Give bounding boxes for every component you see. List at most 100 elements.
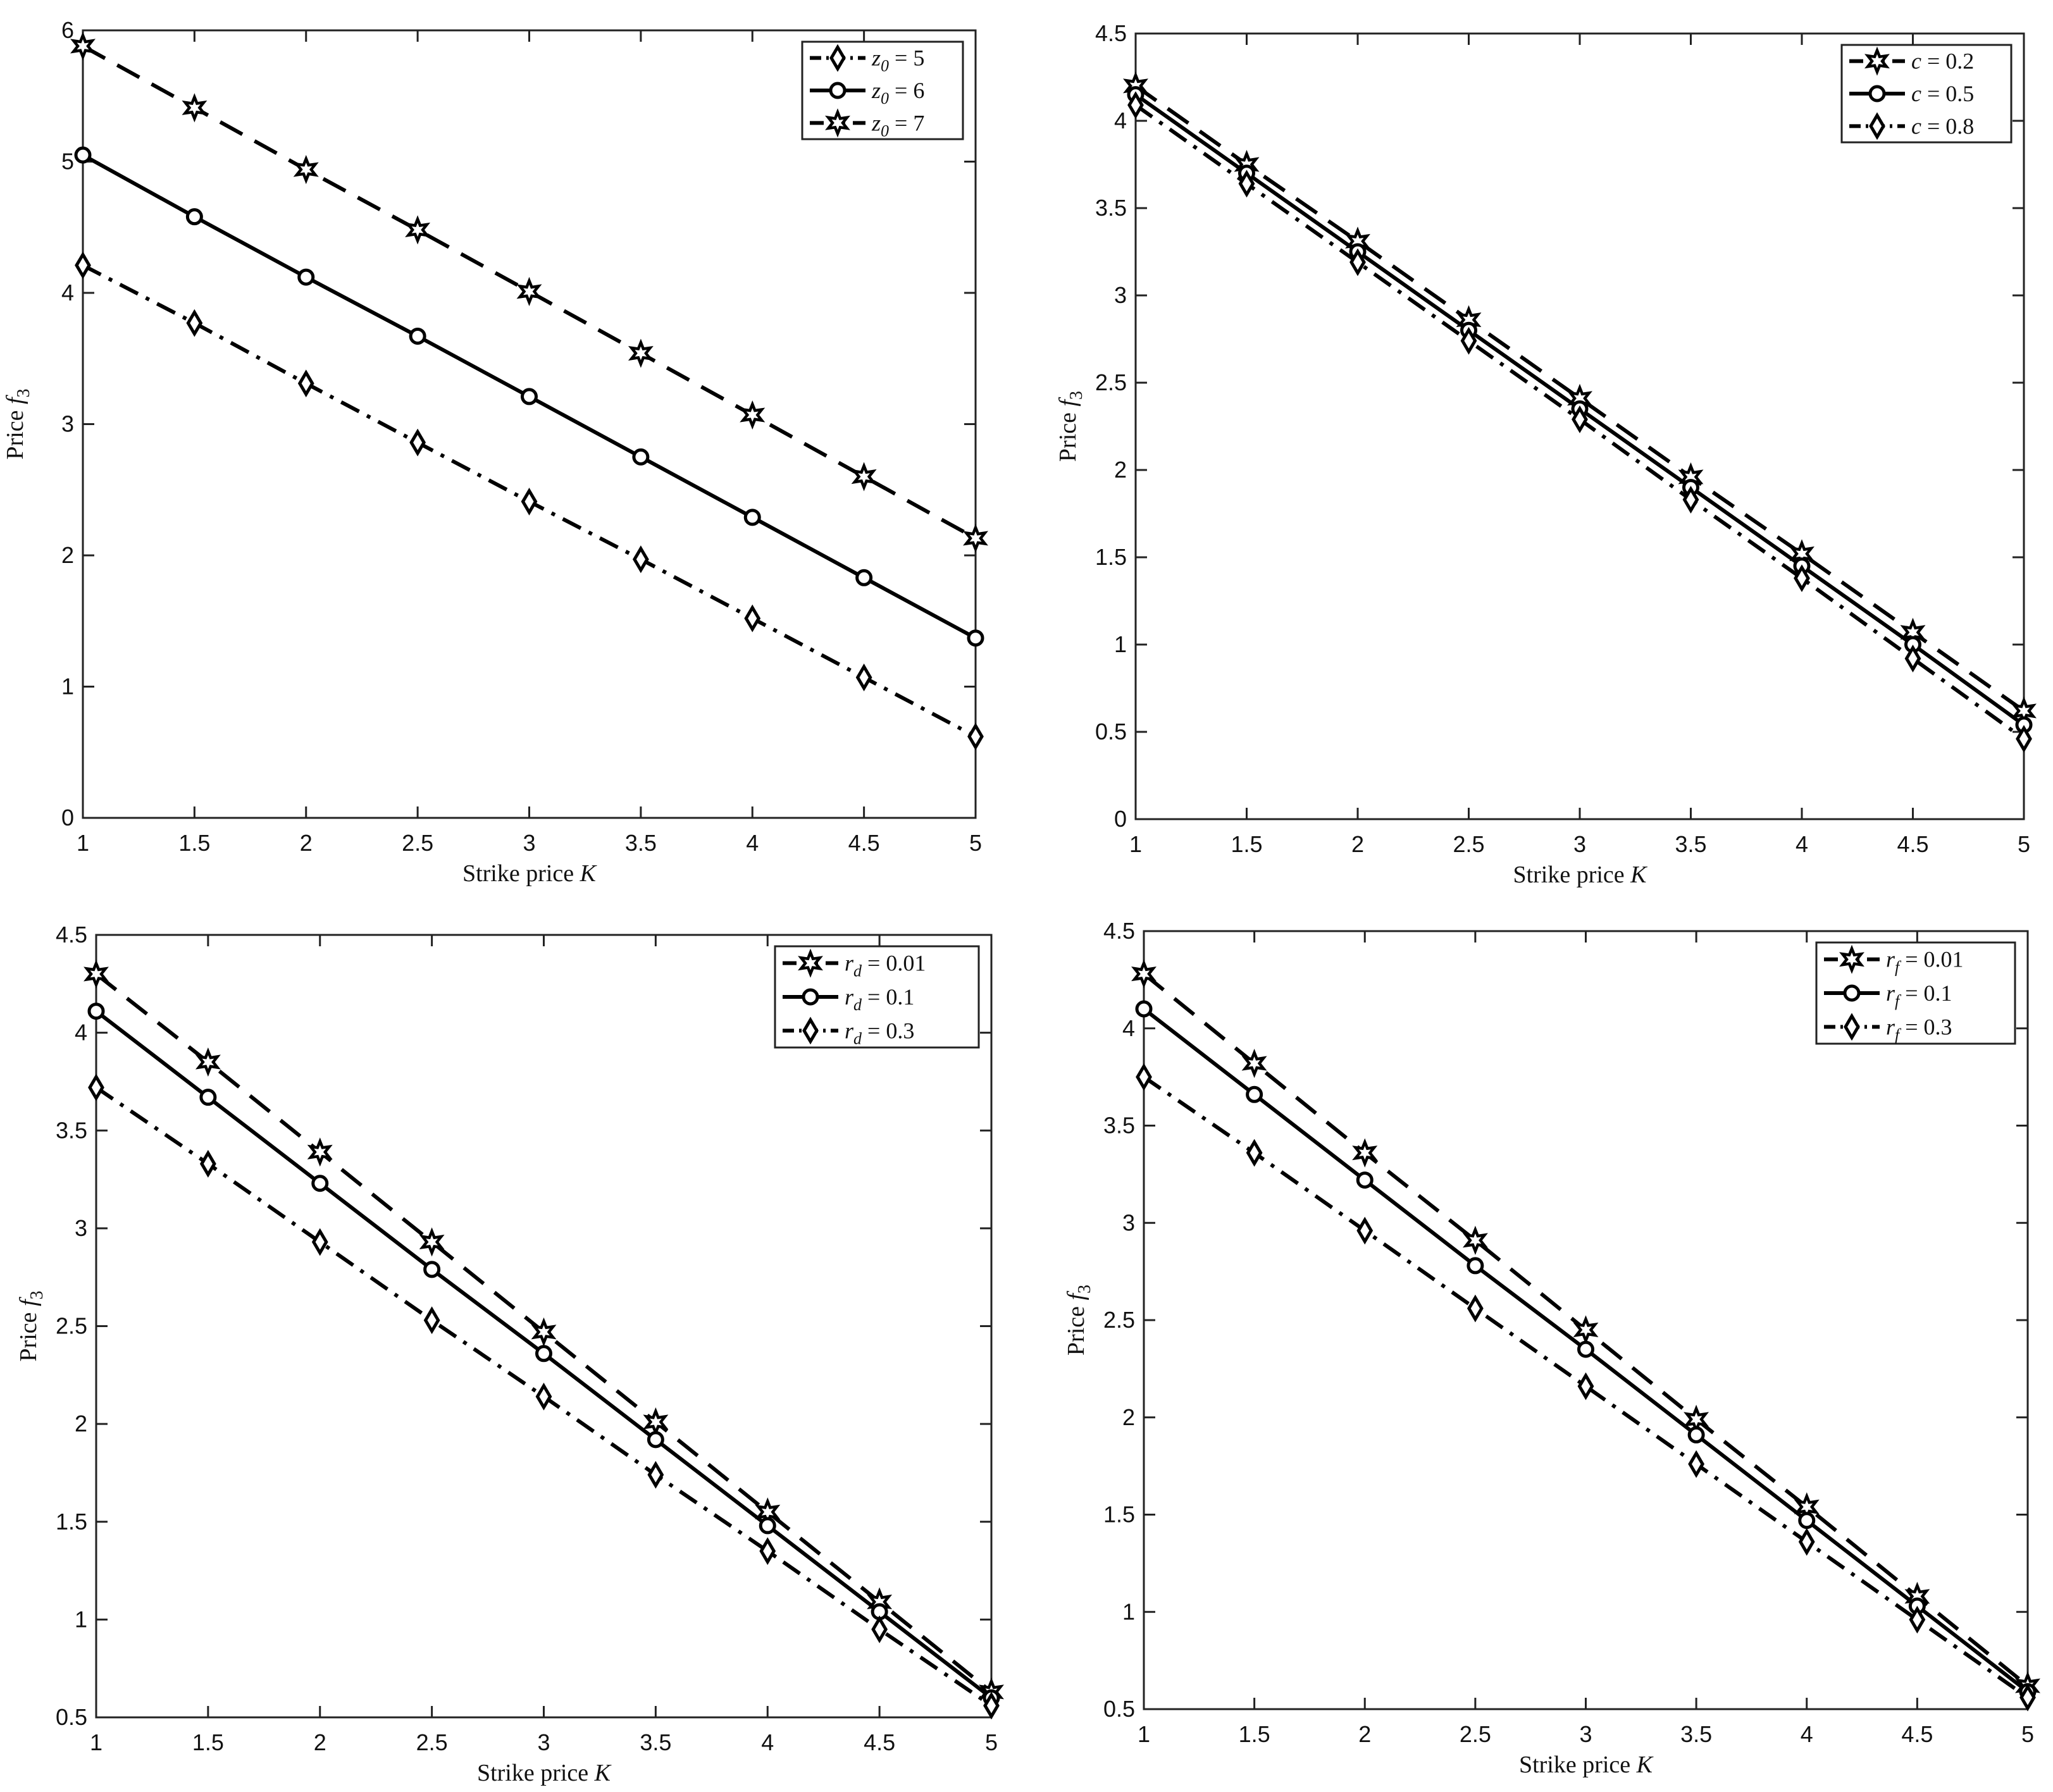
data-point bbox=[199, 1089, 217, 1106]
y-tick-label: 4 bbox=[1122, 1015, 1135, 1041]
x-tick-label: 3.5 bbox=[1675, 831, 1706, 857]
data-point bbox=[195, 1047, 221, 1077]
y-tick-label: 5 bbox=[61, 149, 74, 175]
series-3 bbox=[88, 1073, 1000, 1720]
x-tick-label: 3.5 bbox=[640, 1729, 671, 1755]
data-point bbox=[311, 1175, 329, 1192]
legend-label: rf = 0.3 bbox=[1886, 1014, 1952, 1044]
data-point bbox=[1241, 1048, 1267, 1078]
data-point bbox=[967, 629, 984, 647]
legend-marker bbox=[825, 108, 850, 138]
y-tick-label: 2 bbox=[1122, 1404, 1135, 1430]
data-point bbox=[1135, 1000, 1153, 1018]
legend-label: c = 0.8 bbox=[1911, 113, 1974, 139]
data-point bbox=[1572, 405, 1588, 433]
series-2 bbox=[87, 1003, 1000, 1707]
data-point bbox=[1238, 170, 1255, 198]
data-point bbox=[855, 664, 872, 691]
y-tick-label: 1 bbox=[75, 1606, 87, 1632]
y-tick-label: 4.5 bbox=[56, 922, 87, 948]
data-point bbox=[632, 545, 649, 574]
legend-marker bbox=[1839, 944, 1864, 974]
legend-label: rf = 0.01 bbox=[1886, 947, 1964, 977]
x-tick-label: 2.5 bbox=[416, 1729, 448, 1755]
x-tick-label: 3 bbox=[1573, 831, 1586, 857]
y-tick-label: 6 bbox=[61, 17, 74, 43]
x-tick-label: 1 bbox=[1129, 831, 1142, 857]
legend-marker bbox=[1844, 1013, 1860, 1041]
legend-marker bbox=[802, 988, 819, 1006]
x-tick-label: 4.5 bbox=[848, 830, 880, 856]
data-point bbox=[1909, 1605, 1926, 1634]
data-point bbox=[740, 400, 766, 430]
data-point bbox=[1798, 1512, 1816, 1529]
y-tick-label: 0.5 bbox=[1103, 1696, 1135, 1722]
y-tick-label: 4 bbox=[61, 280, 74, 306]
x-tick-label: 5 bbox=[2021, 1721, 2034, 1747]
data-point bbox=[632, 448, 650, 466]
series-line bbox=[1143, 1075, 2029, 1700]
data-point bbox=[1687, 1426, 1705, 1443]
x-tick-label: 1.5 bbox=[178, 830, 210, 856]
data-point bbox=[759, 1517, 776, 1535]
legend-label: c = 0.2 bbox=[1911, 49, 1974, 74]
y-tick-label: 2 bbox=[61, 542, 74, 568]
data-point bbox=[84, 959, 109, 989]
data-point bbox=[293, 154, 319, 185]
data-point bbox=[647, 1431, 664, 1449]
x-tick-label: 3 bbox=[1579, 1721, 1592, 1747]
data-point bbox=[1688, 1450, 1705, 1478]
x-tick-label: 2.5 bbox=[402, 830, 433, 856]
x-axis-label: Strike price K bbox=[1519, 1752, 1654, 1778]
y-tick-label: 3 bbox=[1114, 282, 1127, 308]
data-point bbox=[405, 215, 431, 245]
data-point bbox=[297, 268, 315, 286]
x-tick-label: 4.5 bbox=[1901, 1721, 1933, 1747]
data-point bbox=[409, 428, 426, 457]
data-point bbox=[851, 462, 877, 491]
legend: z0 = 5 z0 = 6z0 = 7 bbox=[801, 40, 964, 140]
data-point bbox=[983, 1691, 1000, 1720]
data-point bbox=[1573, 1315, 1599, 1345]
data-point bbox=[1798, 1528, 1815, 1556]
y-tick-label: 0 bbox=[61, 805, 74, 831]
data-point bbox=[1246, 1085, 1263, 1103]
x-tick-label: 5 bbox=[2018, 831, 2030, 857]
data-point bbox=[535, 1345, 552, 1363]
y-tick-label: 4.5 bbox=[1103, 918, 1135, 944]
data-point bbox=[199, 1149, 216, 1178]
y-tick-label: 2 bbox=[75, 1411, 87, 1437]
y-tick-label: 3.5 bbox=[1103, 1113, 1135, 1139]
legend-label: rd = 0.01 bbox=[845, 951, 926, 980]
data-point bbox=[759, 1537, 776, 1566]
data-point bbox=[628, 338, 654, 368]
y-axis-label: Price f3 bbox=[2, 388, 34, 459]
legend-label: rf = 0.1 bbox=[1886, 980, 1952, 1010]
x-tick-label: 1 bbox=[77, 830, 89, 856]
data-point bbox=[87, 1003, 105, 1020]
data-point bbox=[2019, 1683, 2036, 1712]
data-point bbox=[535, 1382, 552, 1411]
x-tick-label: 4 bbox=[746, 830, 759, 856]
data-point bbox=[1460, 326, 1477, 355]
legend-label: c = 0.5 bbox=[1911, 81, 1974, 106]
data-point bbox=[1682, 485, 1699, 514]
series-3 bbox=[1136, 1063, 2036, 1712]
series-line bbox=[82, 44, 977, 540]
x-tick-label: 4 bbox=[1796, 831, 1808, 857]
data-point bbox=[409, 327, 426, 345]
x-tick-label: 3.5 bbox=[625, 830, 657, 856]
data-point bbox=[186, 309, 203, 337]
y-tick-label: 1 bbox=[61, 674, 74, 700]
data-point bbox=[963, 523, 988, 553]
data-point bbox=[1349, 248, 1366, 276]
data-point bbox=[1794, 564, 1810, 593]
y-tick-label: 3.5 bbox=[1095, 195, 1127, 221]
legend-marker bbox=[802, 1016, 819, 1045]
data-point bbox=[516, 276, 542, 306]
data-point bbox=[531, 1317, 557, 1347]
data-point bbox=[1462, 1225, 1488, 1255]
data-point bbox=[182, 93, 208, 123]
legend: c = 0.2 c = 0.5 c = 0.8 bbox=[1840, 44, 2013, 144]
